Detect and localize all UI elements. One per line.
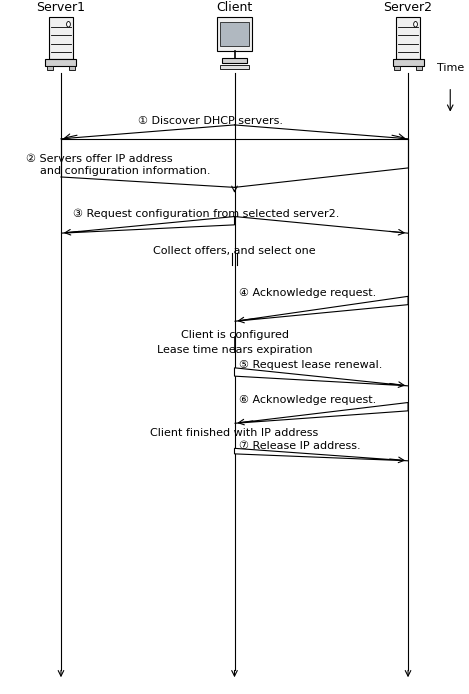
Text: ③ Request configuration from selected server2.: ③ Request configuration from selected se…: [73, 209, 339, 219]
Text: Time: Time: [437, 63, 464, 73]
Polygon shape: [234, 448, 408, 461]
Text: Server2: Server2: [384, 1, 432, 14]
Bar: [393, 59, 424, 66]
Polygon shape: [234, 403, 408, 423]
Bar: [394, 66, 400, 70]
Text: Collect offers, and select one: Collect offers, and select one: [153, 246, 316, 256]
Text: ② Servers offer IP address
    and configuration information.: ② Servers offer IP address and configura…: [26, 154, 210, 176]
Polygon shape: [234, 368, 408, 386]
Bar: [416, 66, 422, 70]
Bar: [396, 17, 420, 59]
Text: Client finished with IP address: Client finished with IP address: [151, 428, 318, 438]
Text: Lease time nears expiration: Lease time nears expiration: [157, 345, 312, 355]
Text: ⑦ Release IP address.: ⑦ Release IP address.: [239, 441, 361, 450]
Bar: [69, 66, 75, 70]
Bar: [49, 17, 73, 59]
Text: Server1: Server1: [37, 1, 85, 14]
Bar: [217, 17, 252, 51]
Text: ⑥ Acknowledge request.: ⑥ Acknowledge request.: [239, 395, 377, 405]
Bar: [220, 65, 249, 69]
Text: Client: Client: [216, 1, 253, 14]
Bar: [220, 22, 249, 46]
Polygon shape: [234, 296, 408, 321]
Bar: [221, 58, 248, 63]
Bar: [45, 59, 76, 66]
Text: ① Discover DHCP servers.: ① Discover DHCP servers.: [138, 116, 283, 126]
Text: Client is configured: Client is configured: [181, 330, 288, 339]
Text: ④ Acknowledge request.: ④ Acknowledge request.: [239, 288, 377, 298]
Circle shape: [414, 22, 417, 27]
Circle shape: [67, 22, 70, 27]
Polygon shape: [61, 217, 234, 233]
Bar: [47, 66, 53, 70]
Text: ⑤ Request lease renewal.: ⑤ Request lease renewal.: [239, 360, 383, 370]
